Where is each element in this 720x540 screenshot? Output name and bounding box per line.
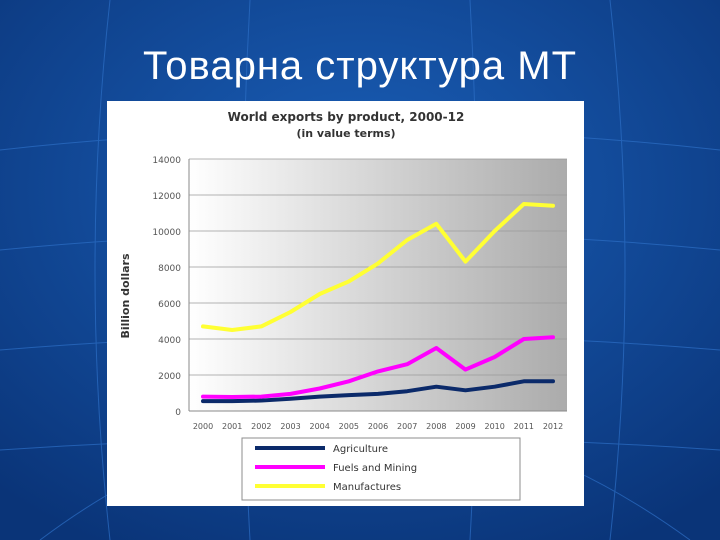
chart-title: World exports by product, 2000-12 <box>228 110 465 124</box>
x-tick-label: 2006 <box>368 422 388 431</box>
gridlines <box>188 158 567 412</box>
legend-label: Manufactures <box>333 482 401 493</box>
legend: Agriculture Fuels and Mining Manufactures <box>255 444 417 493</box>
x-tick-label: 2004 <box>309 422 329 431</box>
y-tick-label: 4000 <box>158 336 181 346</box>
chart-subtitle: (in value terms) <box>296 127 395 140</box>
y-tick-label: 12000 <box>152 192 181 202</box>
y-axis-label: Billion dollars <box>119 253 132 339</box>
y-tick-label: 14000 <box>152 156 181 166</box>
x-tick-label: 2001 <box>222 422 242 431</box>
chart-image: 0 2000 4000 6000 8000 10000 12000 14000 2000 200… <box>107 101 584 506</box>
y-tick-label: 10000 <box>152 228 181 238</box>
series-line-0 <box>201 379 555 404</box>
x-tick-label: 2010 <box>484 422 504 431</box>
x-tick-label: 2007 <box>397 422 417 431</box>
legend-label: Agriculture <box>333 444 388 455</box>
y-tick-label: 8000 <box>158 264 181 274</box>
y-tick-label: 0 <box>175 408 181 418</box>
series-line-2 <box>201 202 555 332</box>
x-tick-label: 2002 <box>251 422 271 431</box>
series-lines <box>201 202 555 404</box>
x-tick-label: 2012 <box>543 422 563 431</box>
x-tick-label: 2011 <box>514 422 534 431</box>
x-tick-label: 2000 <box>193 422 213 431</box>
y-tick-label: 2000 <box>158 372 181 382</box>
series-line-1 <box>201 335 555 399</box>
x-tick-label: 2005 <box>339 422 359 431</box>
plot-area <box>189 159 567 411</box>
slide-title: Товарна структура МТ <box>142 44 578 88</box>
legend-label: Fuels and Mining <box>333 463 417 474</box>
y-tick-label: 6000 <box>158 300 181 310</box>
x-tick-labels: 2000 2001 2002 2003 2004 2005 2006 2007 2008 2009… <box>193 422 563 431</box>
x-tick-label: 2003 <box>280 422 300 431</box>
x-tick-label: 2008 <box>426 422 446 431</box>
y-tick-labels: 0 2000 4000 6000 8000 10000 12000 14000 <box>152 156 181 418</box>
x-tick-label: 2009 <box>455 422 475 431</box>
